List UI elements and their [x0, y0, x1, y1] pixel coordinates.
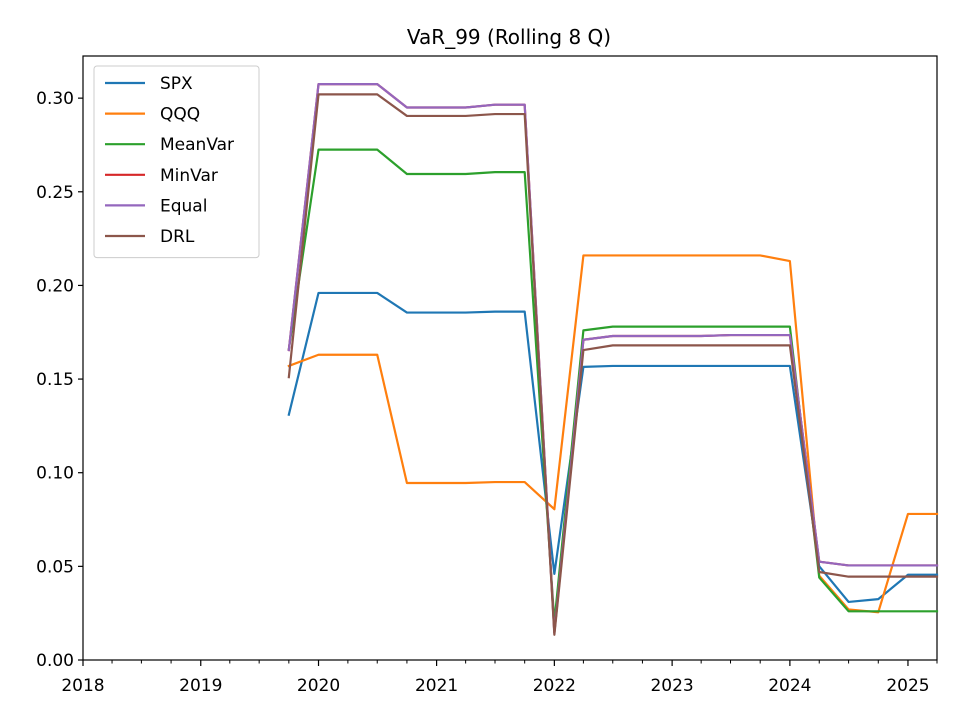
legend-label-drl: DRL [160, 227, 195, 247]
legend-label-equal: Equal [160, 196, 207, 216]
y-tick-label: 0.00 [36, 651, 74, 671]
y-tick-label: 0.05 [36, 557, 74, 577]
x-tick-label: 2020 [297, 676, 340, 696]
x-tick-label: 2018 [61, 676, 104, 696]
legend-label-meanvar: MeanVar [160, 135, 234, 155]
legend-label-spx: SPX [160, 74, 193, 94]
x-tick-label: 2021 [415, 676, 458, 696]
series-line-drl [287, 93, 939, 636]
axes-layer: 0.00 0.05 0.10 0.15 0.20 0.25 0.30 2018 2019 2020… [36, 55, 938, 696]
y-tick-label: 0.30 [36, 89, 74, 109]
legend: SPX QQQ MeanVar MinVar Equal DRL [93, 65, 260, 259]
y-tick-label: 0.25 [36, 183, 74, 203]
x-tick-label: 2019 [179, 676, 222, 696]
y-tick-label: 0.20 [36, 276, 74, 296]
chart-title: VaR_99 (Rolling 8 Q) [407, 25, 611, 49]
x-tick-label: 2025 [886, 676, 929, 696]
legend-label-qqq: QQQ [160, 105, 200, 125]
x-tick-label: 2022 [533, 676, 576, 696]
y-tick-label: 0.15 [36, 370, 74, 390]
x-tick-label: 2024 [768, 676, 811, 696]
series-line-meanvar [287, 148, 939, 624]
series-line-minvar [287, 82, 939, 634]
plot-frame [82, 55, 938, 661]
series-layer [287, 82, 939, 636]
y-tick-label: 0.10 [36, 464, 74, 484]
series-line-qqq [287, 254, 939, 614]
series-line-spx [287, 291, 939, 604]
legend-label-minvar: MinVar [160, 166, 218, 186]
series-line-equal [287, 82, 939, 634]
x-tick-label: 2023 [650, 676, 693, 696]
